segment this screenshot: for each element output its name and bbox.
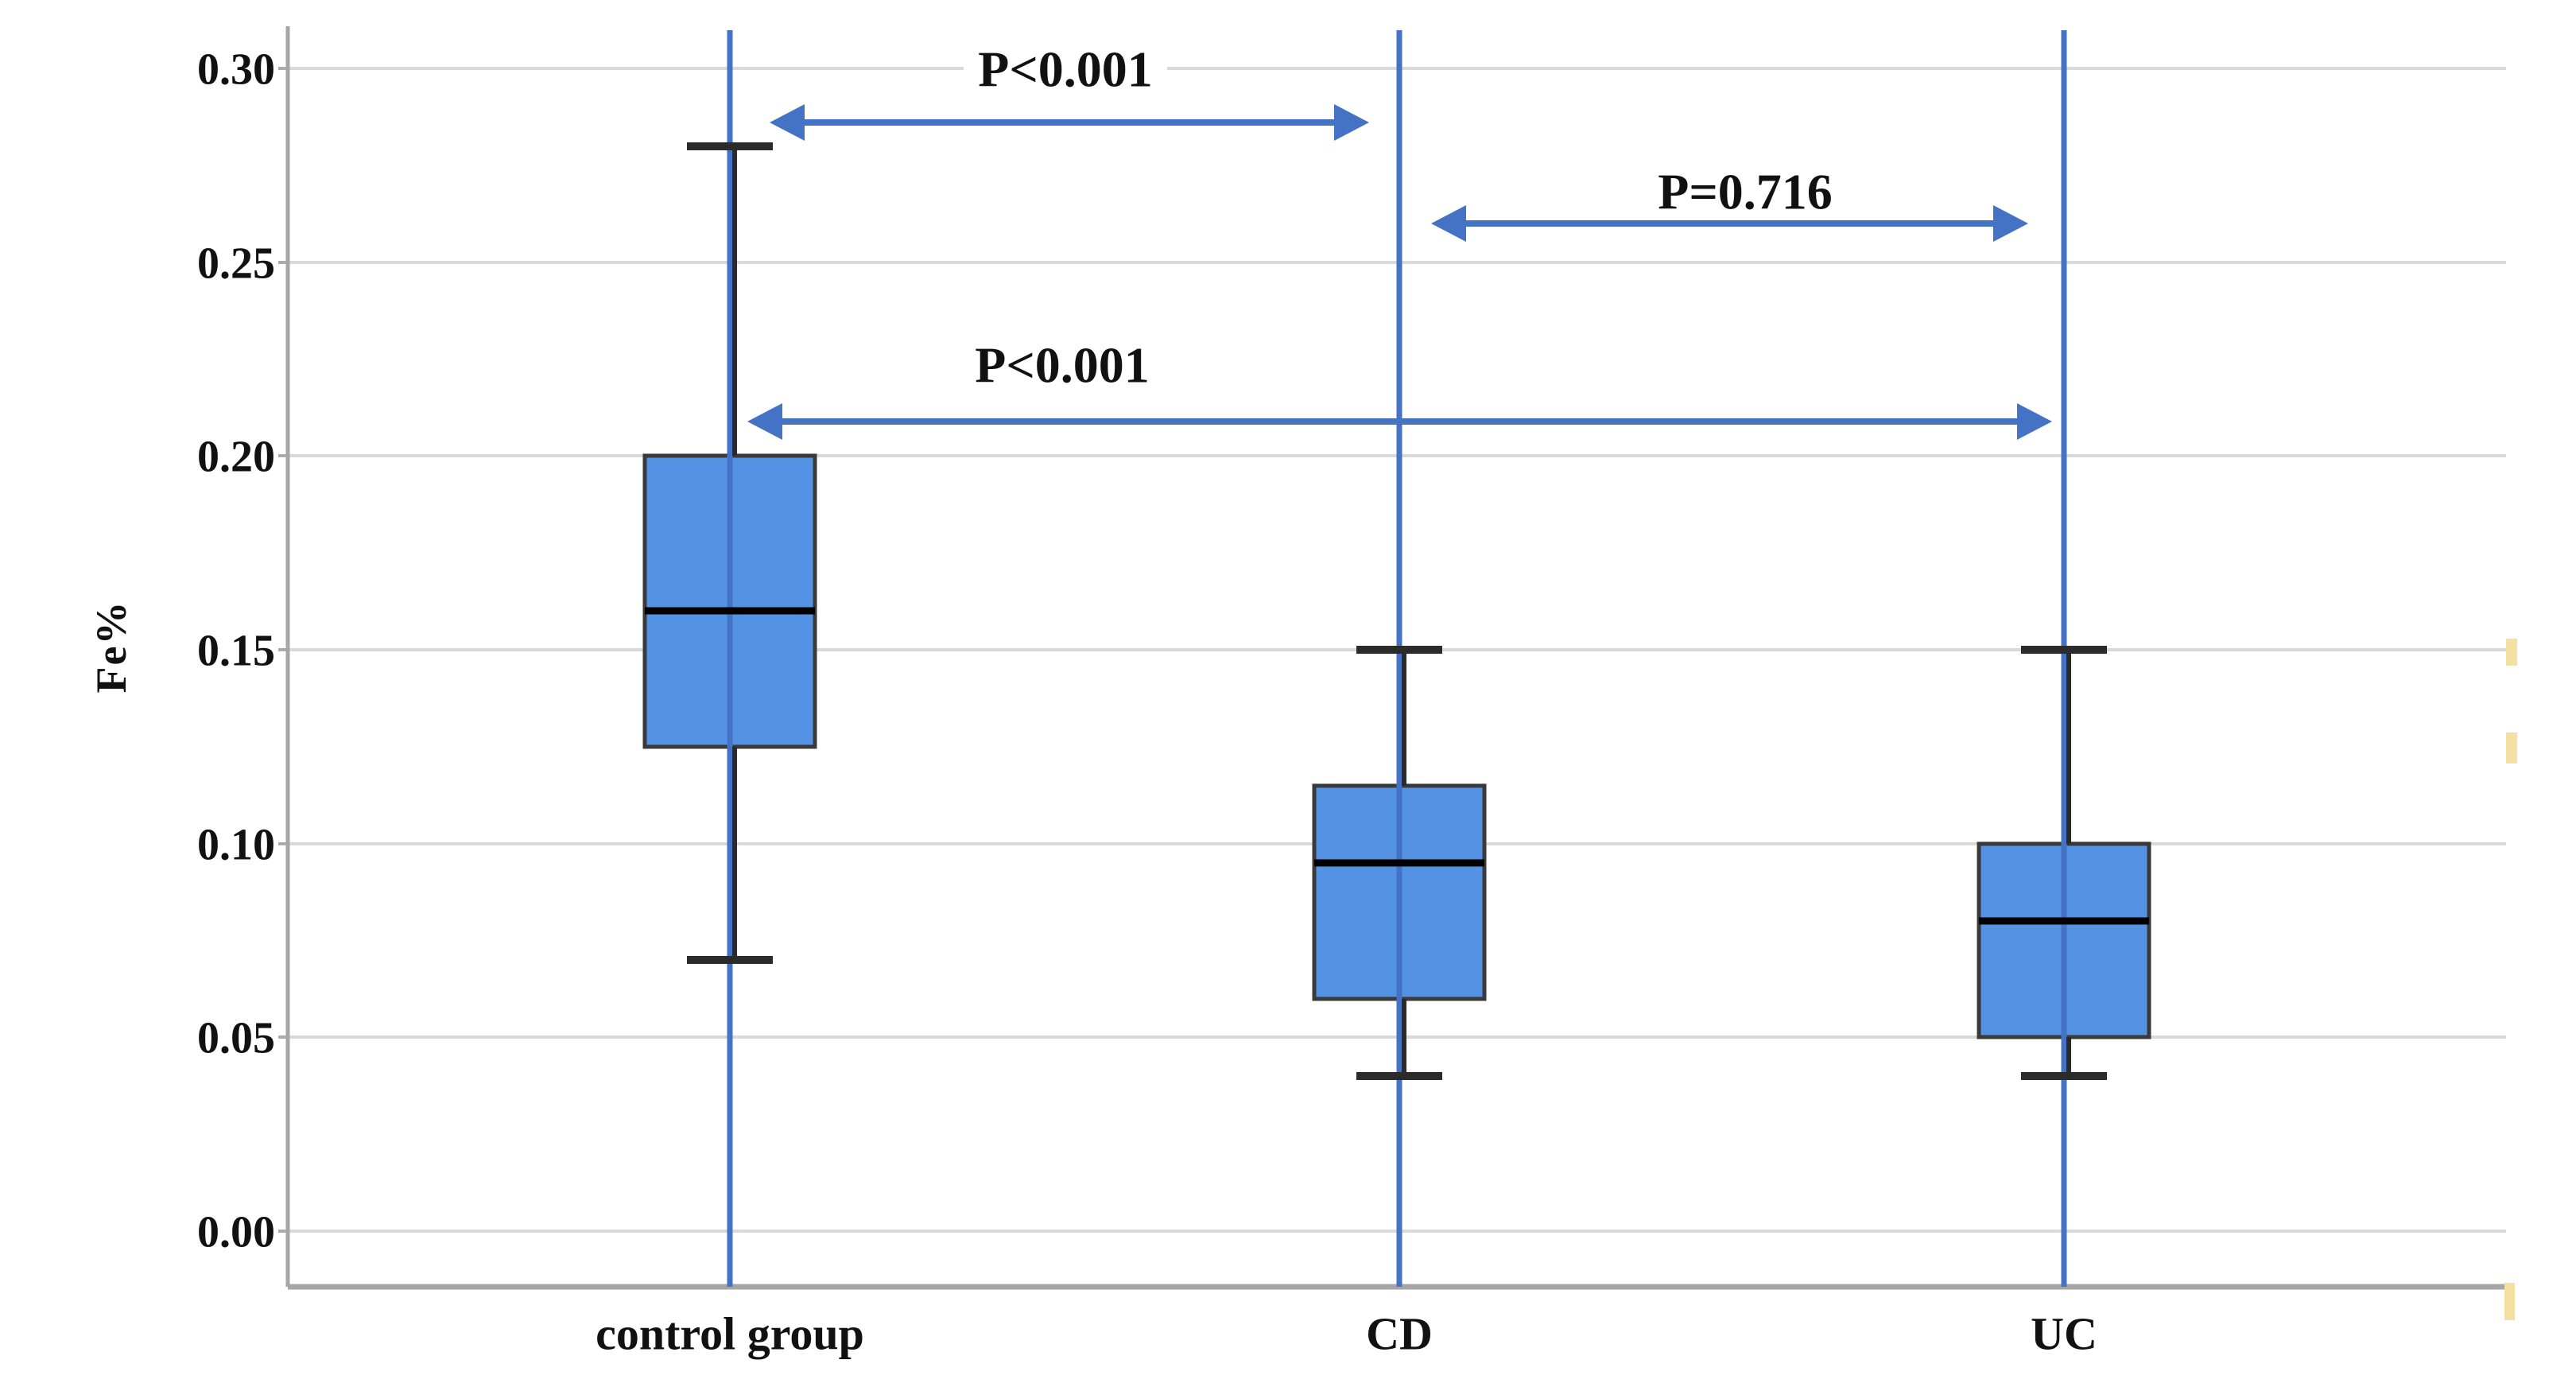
arrow-head: [747, 403, 782, 440]
x-category-label: UC: [2031, 1307, 2097, 1359]
p-value-label: P<0.001: [975, 336, 1150, 393]
p-label-background: [964, 39, 1167, 98]
arrow-head: [2017, 403, 2052, 440]
crop-artifact: [2506, 732, 2517, 763]
p-value-label: P<0.001: [978, 41, 1153, 97]
x-category-label: CD: [1366, 1307, 1433, 1359]
p-label-background: [960, 335, 1164, 394]
y-tick-label: 0.20: [197, 433, 275, 482]
y-tick-label: 0.15: [197, 627, 275, 676]
y-tick-label: 0.10: [197, 821, 275, 870]
x-category-label: control group: [596, 1307, 864, 1359]
p-label-background: [1643, 161, 1847, 220]
y-axis-title: Fe%: [87, 600, 135, 694]
y-tick-label: 0.25: [197, 239, 275, 289]
arrow-head: [770, 104, 805, 141]
y-tick-label: 0.00: [197, 1208, 275, 1257]
y-tick-label: 0.30: [197, 45, 275, 95]
arrow-head: [1431, 205, 1466, 242]
y-tick-label: 0.05: [197, 1014, 275, 1063]
arrow-head: [1334, 104, 1369, 141]
crop-artifact: [2506, 639, 2517, 666]
arrow-head: [1993, 205, 2028, 242]
crop-artifact: [2504, 1283, 2515, 1320]
p-value-label: P=0.716: [1658, 163, 1833, 220]
